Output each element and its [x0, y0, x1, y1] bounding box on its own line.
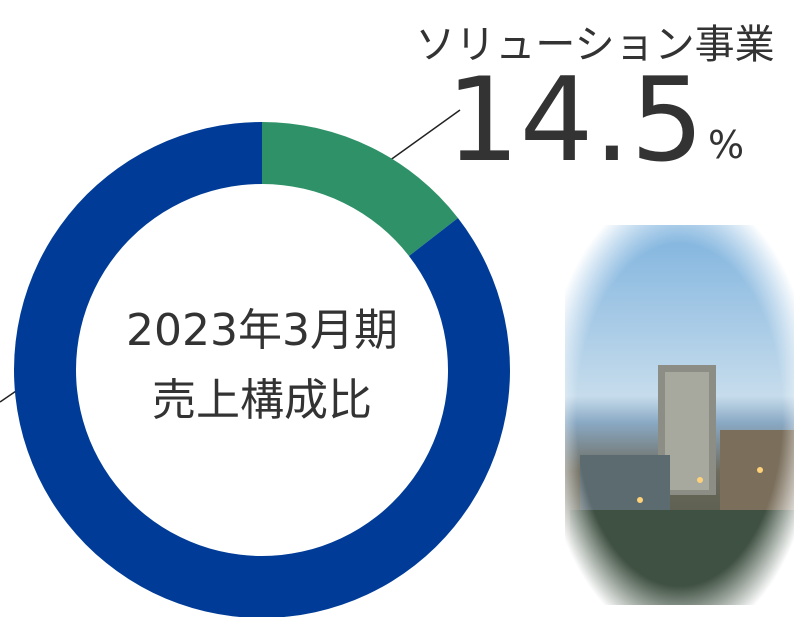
value-label: 14.5	[446, 53, 704, 188]
value-unit: %	[708, 123, 744, 167]
center-label: 2023年3月期	[126, 305, 398, 356]
donut	[14, 122, 510, 617]
segment-label: ソリューション事業	[415, 22, 774, 68]
photo	[565, 225, 794, 605]
center-label: 売上構成比	[152, 375, 372, 426]
donut-segment	[262, 122, 458, 256]
